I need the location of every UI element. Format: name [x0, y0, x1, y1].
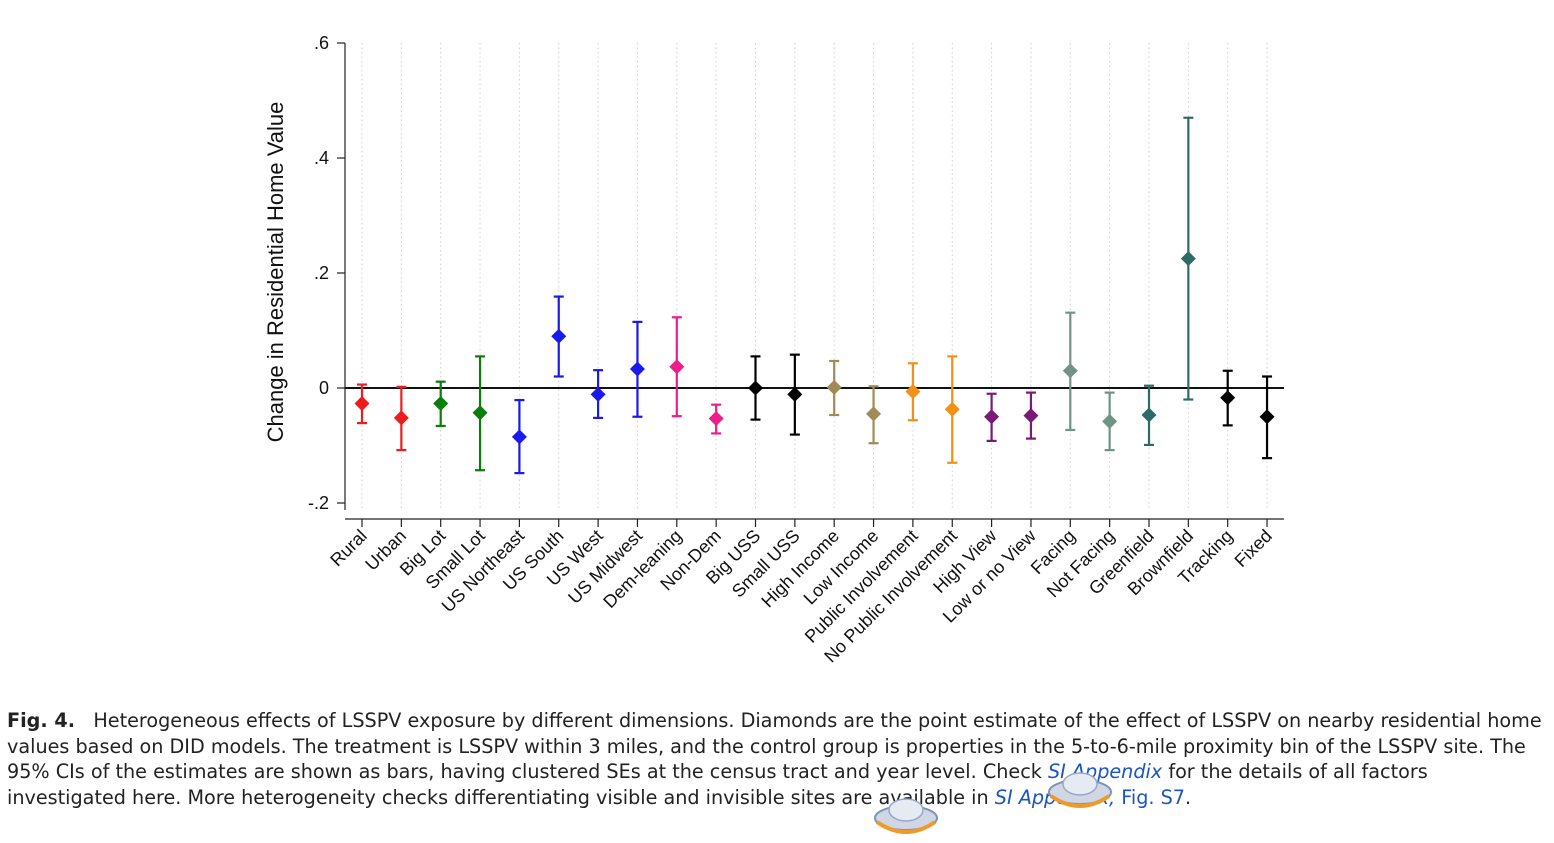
estimate-diamond: [826, 379, 842, 395]
y-tick-label: 0: [319, 378, 329, 398]
estimate-diamond: [551, 328, 567, 344]
axes: [344, 43, 1284, 520]
estimate-diamond: [866, 406, 882, 422]
estimate-diamond: [1102, 413, 1118, 429]
estimate-diamond: [984, 409, 1000, 425]
estimate-diamond: [1220, 390, 1236, 406]
caption-text-2: for the details of all factors investiga…: [7, 760, 1428, 809]
figure-caption: Fig. 4. Heterogeneous effects of LSSPV e…: [7, 708, 1552, 810]
estimate-diamond: [787, 386, 803, 402]
estimate-diamond: [708, 410, 724, 426]
estimate-diamond: [1259, 409, 1275, 425]
y-axis-label: Change in Residential Home Value: [263, 102, 288, 443]
y-tick-label: .4: [314, 148, 329, 168]
estimate-diamond: [1023, 408, 1039, 424]
fig-s7-link[interactable]: Fig. S7: [1115, 785, 1185, 809]
caption-text-1: Heterogeneous effects of LSSPV exposure …: [7, 709, 1542, 783]
overlay-badge-icon: [874, 798, 938, 834]
y-tick-label: -.2: [308, 493, 329, 513]
estimate-diamond: [354, 396, 370, 412]
estimate-diamond: [748, 380, 763, 396]
estimate-diamond: [944, 401, 960, 417]
estimate-diamond: [433, 396, 449, 412]
estimate-diamond: [1141, 407, 1157, 423]
estimate-diamond: [590, 386, 606, 402]
estimate-diamond: [1062, 363, 1078, 379]
estimate-diamond: [629, 361, 645, 377]
estimate-diamond: [669, 359, 685, 375]
figure-label: Fig. 4.: [7, 709, 76, 732]
y-ticks: -.2 0 .2 .4 .6: [308, 33, 345, 513]
x-tick-label: Fixed: [1231, 526, 1276, 571]
caption-text-3: .: [1184, 785, 1192, 809]
estimate-diamond: [393, 410, 409, 426]
y-tick-label: .2: [314, 263, 329, 283]
estimate-marks: [354, 116, 1275, 475]
overlay-badge-icon-2: [1048, 772, 1112, 808]
estimate-diamond: [1180, 251, 1196, 267]
estimate-diamond: [472, 405, 488, 421]
y-tick-label: .6: [314, 33, 329, 53]
estimate-diamond: [905, 383, 921, 399]
estimate-diamond: [511, 429, 527, 445]
vertical-gridlines: [361, 43, 1268, 510]
